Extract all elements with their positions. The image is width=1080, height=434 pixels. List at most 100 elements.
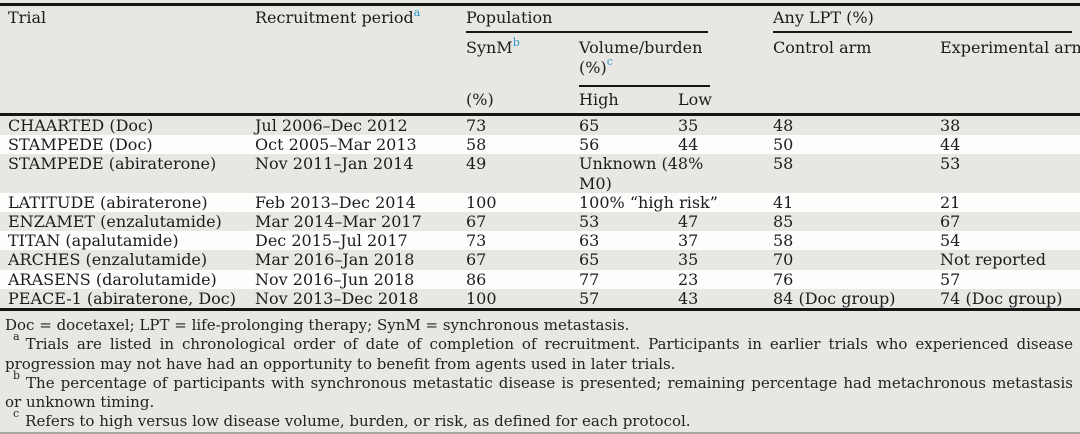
cell-control-arm: 76 [773, 269, 794, 289]
cell-low: 47 [678, 211, 699, 231]
table-row: ENZAMET (enzalutamide) Mar 2014–Mar 2017 6… [0, 211, 1080, 232]
footnote-b-marker: b [13, 368, 21, 382]
cell-control-arm: 58 [773, 154, 794, 174]
page-bottom-edge [0, 432, 1080, 434]
cell-volume-combined: Unknown (48% M0) [579, 154, 704, 193]
table-row: STAMPEDE (abiraterone) Nov 2011–Jan 2014 4… [0, 154, 1080, 193]
table-row: LATITUDE (abiraterone) Feb 2013–Dec 2014 1… [0, 192, 1080, 212]
cell-low: 44 [678, 135, 699, 155]
cell-recruitment-period: Jul 2006–Dec 2012 [255, 116, 408, 135]
abbreviations-line: Doc = docetaxel; LPT = life-prolonging t… [5, 316, 630, 334]
table-row: STAMPEDE (Doc) Oct 2005–Mar 2013 58 56 44 50 4… [0, 135, 1080, 155]
cell-recruitment-period: Mar 2016–Jan 2018 [255, 250, 415, 270]
cell-low: 43 [678, 288, 699, 308]
cell-control-arm: 50 [773, 135, 794, 155]
header-unit: (%) [466, 90, 494, 109]
cell-trial: ARCHES (enzalutamide) [8, 250, 208, 270]
cell-experimental-arm: 54 [940, 231, 961, 251]
cell-synm: 67 [466, 211, 487, 231]
cell-experimental-arm: 21 [940, 192, 961, 212]
cell-experimental-arm: 57 [940, 269, 961, 289]
cell-synm: 73 [466, 116, 487, 135]
footnote-a-text: Trials are listed in chronological order… [5, 335, 1073, 373]
cell-synm: 67 [466, 250, 487, 270]
cell-control-arm: 58 [773, 231, 794, 251]
cell-control-arm: 84 (Doc group) [773, 288, 896, 308]
cell-experimental-arm: 67 [940, 211, 961, 231]
footnote-c-marker: c [13, 407, 20, 421]
footnote-b-text: The percentage of participants with sync… [5, 373, 1073, 412]
cell-high: 77 [579, 269, 600, 289]
cell-trial: LATITUDE (abiraterone) [8, 192, 208, 212]
cell-control-arm: 48 [773, 116, 794, 135]
cell-experimental-arm: Not reported [940, 250, 1046, 270]
cell-control-arm: 85 [773, 211, 794, 231]
cell-recruitment-period: Dec 2015–Jul 2017 [255, 231, 408, 251]
cell-trial: TITAN (apalutamide) [8, 231, 179, 251]
header-label: SynM [466, 38, 513, 57]
table-footnotes: Doc = docetaxel; LPT = life-prolonging t… [5, 316, 1073, 432]
column-header-recruitment-period: Recruitment perioda [255, 6, 466, 113]
column-header-control-arm: Control arm [773, 33, 940, 87]
cell-high: 63 [579, 231, 600, 251]
cell-recruitment-period: Oct 2005–Mar 2013 [255, 135, 417, 155]
cell-synm: 49 [466, 154, 487, 174]
footnote-marker-c: c [606, 55, 613, 69]
cell-control-arm: 70 [773, 250, 794, 270]
footnote-a-marker: a [13, 330, 20, 344]
cell-trial: STAMPEDE (Doc) [8, 135, 153, 155]
trials-table: Trial Recruitment perioda Population Any… [0, 3, 1080, 311]
cell-low: 37 [678, 231, 699, 251]
cell-high: 65 [579, 116, 600, 135]
cell-trial: CHAARTED (Doc) [8, 116, 154, 135]
cell-experimental-arm: 38 [940, 116, 961, 135]
header-label: Control arm [773, 38, 872, 57]
cell-synm: 100 [466, 288, 497, 308]
cell-high: 53 [579, 211, 600, 231]
column-header-synm-unit: (%) [466, 87, 579, 113]
header-label: Trial [8, 8, 47, 27]
header-label: Any LPT (%) [773, 8, 874, 27]
cell-low: 35 [678, 250, 699, 270]
footnote-a: a Trials are listed in chronological orde… [5, 331, 1073, 374]
column-group-header-population: Population [466, 6, 708, 33]
cell-low: 23 [678, 269, 699, 289]
cell-recruitment-period: Feb 2013–Dec 2014 [255, 192, 416, 212]
cell-trial: ARASENS (darolutamide) [8, 269, 217, 289]
table-row: CHAARTED (Doc) Jul 2006–Dec 2012 73 65 35 48 3… [0, 116, 1080, 136]
column-group-header-any-lpt: Any LPT (%) [773, 6, 1072, 33]
header-label: Population [466, 8, 553, 27]
cell-synm: 73 [466, 231, 487, 251]
header-label: Recruitment period [255, 8, 414, 27]
column-header-trial: Trial [0, 6, 255, 113]
header-label: Experimental arm [940, 38, 1080, 57]
cell-trial: ENZAMET (enzalutamide) [8, 211, 222, 231]
table-row: TITAN (apalutamide) Dec 2015–Jul 2017 73 63… [0, 231, 1080, 251]
cell-experimental-arm: 53 [940, 154, 961, 174]
cell-recruitment-period: Nov 2016–Jun 2018 [255, 269, 415, 289]
cell-experimental-arm: 44 [940, 135, 961, 155]
cell-control-arm: 41 [773, 192, 794, 212]
header-unit: (%) [579, 57, 607, 77]
column-header-low: Low [678, 87, 773, 113]
header-label: High [579, 90, 619, 109]
cell-recruitment-period: Mar 2014–Mar 2017 [255, 211, 422, 231]
footnote-marker-a: a [413, 5, 421, 19]
column-header-volume-burden: Volume/burden (%)c [579, 33, 710, 87]
cell-high: 65 [579, 250, 600, 270]
header-label: Low [678, 90, 712, 109]
cell-trial: STAMPEDE (abiraterone) [8, 154, 217, 174]
cell-synm: 58 [466, 135, 487, 155]
header-label: Volume/burden [579, 38, 703, 57]
cell-high: 57 [579, 288, 600, 308]
cell-synm: 86 [466, 269, 487, 289]
column-header-synm: SynMb [466, 33, 579, 87]
table-row: ARASENS (darolutamide) Nov 2016–Jun 2018 8… [0, 269, 1080, 289]
column-header-experimental-arm: Experimental arm [940, 33, 1080, 87]
cell-volume-combined: 100% “high risk” [579, 192, 718, 212]
footnote-c-text: Refers to high versus low disease volume… [25, 412, 691, 431]
cell-recruitment-period: Nov 2013–Dec 2018 [255, 288, 419, 308]
cell-synm: 100 [466, 192, 497, 212]
cell-trial: PEACE-1 (abiraterone, Doc) [8, 288, 237, 308]
cell-low: 35 [678, 116, 699, 135]
